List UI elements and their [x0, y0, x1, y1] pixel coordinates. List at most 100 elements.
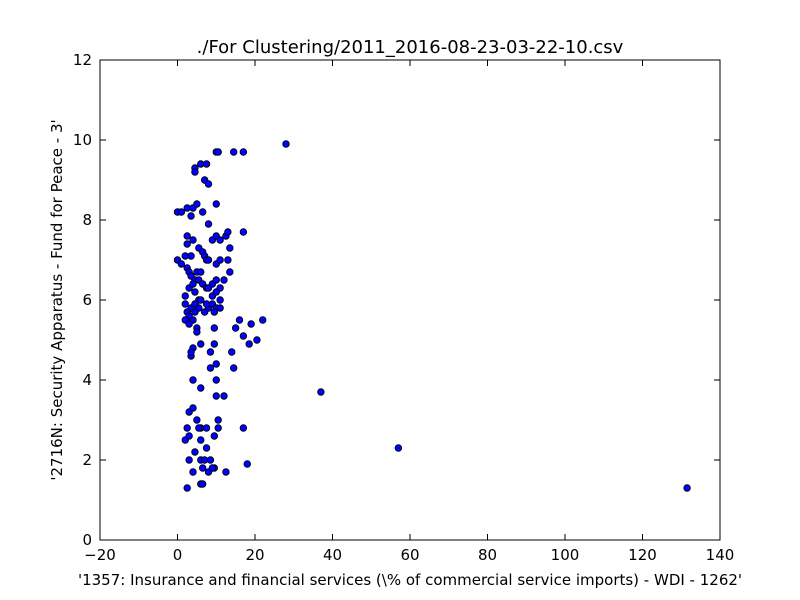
data-point: [210, 324, 219, 332]
data-point: [220, 276, 228, 284]
chart-title: ./For Clustering/2011_2016-08-23-03-22-1…: [197, 37, 624, 58]
data-point: [183, 232, 191, 240]
data-point: [212, 200, 220, 208]
data-point: [212, 288, 220, 296]
data-point: [197, 384, 205, 392]
data-point: [198, 208, 207, 216]
data-point: [198, 464, 207, 472]
data-point: [216, 256, 224, 264]
data-point: [202, 160, 211, 168]
data-point: [239, 228, 248, 236]
data-point: [183, 240, 191, 248]
data-point: [224, 228, 232, 236]
data-point: [683, 484, 691, 492]
data-point: [394, 444, 403, 452]
y-axis-label: '2716N: Security Apparatus - Fund for Pe…: [48, 119, 66, 480]
data-point: [202, 444, 211, 452]
data-point: [226, 244, 234, 252]
data-point: [197, 436, 205, 444]
data-point: [191, 308, 199, 316]
data-point: [177, 260, 186, 268]
y-tick-label: 12: [73, 51, 92, 69]
data-point: [204, 256, 213, 264]
data-point: [185, 432, 193, 440]
x-tick-label: 40: [323, 546, 342, 564]
data-point: [259, 316, 267, 324]
data-point: [198, 480, 207, 488]
data-point: [243, 460, 251, 468]
data-point: [193, 416, 201, 424]
data-point: [222, 468, 230, 476]
data-point: [202, 300, 211, 308]
data-point: [253, 336, 261, 344]
data-point: [202, 424, 211, 432]
data-point: [224, 256, 232, 264]
x-tick-label: 60: [400, 546, 419, 564]
data-point: [181, 300, 189, 308]
data-point: [216, 296, 224, 304]
data-point: [206, 456, 215, 464]
y-tick-label: 10: [73, 131, 92, 149]
data-point: [239, 148, 248, 156]
x-tick-label: 100: [551, 546, 580, 564]
data-point: [245, 340, 253, 348]
data-point: [191, 288, 199, 296]
data-point: [197, 340, 205, 348]
data-point: [220, 392, 228, 400]
data-point: [206, 348, 215, 356]
data-point: [229, 148, 238, 156]
data-point: [185, 320, 193, 328]
data-point: [187, 348, 195, 356]
data-point: [214, 148, 222, 156]
x-tick-label: 0: [173, 546, 183, 564]
data-point: [210, 340, 219, 348]
data-point: [216, 236, 224, 244]
data-point: [212, 276, 220, 284]
x-tick-label: 20: [245, 546, 264, 564]
data-point: [185, 456, 193, 464]
data-point: [228, 348, 236, 356]
data-point: [187, 252, 195, 260]
data-point: [204, 284, 213, 292]
data-point: [229, 364, 238, 372]
data-point: [189, 376, 197, 384]
y-tick-label: 6: [82, 291, 92, 309]
data-point: [195, 424, 203, 432]
data-point: [193, 200, 201, 208]
data-point: [191, 448, 199, 456]
x-tick-label: 120: [628, 546, 657, 564]
data-point: [189, 404, 197, 412]
data-point: [216, 304, 224, 312]
data-point: [247, 320, 255, 328]
y-tick-label: 4: [82, 371, 92, 389]
data-point: [204, 220, 213, 228]
x-axis-ticks: −20 0 20 40 60 80 100 120 140: [84, 60, 734, 564]
y-tick-label: 8: [82, 211, 92, 229]
x-tick-label: 80: [478, 546, 497, 564]
x-tick-label: 140: [706, 546, 735, 564]
data-point: [187, 212, 195, 220]
data-point: [214, 416, 222, 424]
data-point: [208, 464, 217, 472]
data-point: [183, 424, 191, 432]
data-point: [191, 168, 199, 176]
data-point: [189, 280, 197, 288]
data-point: [282, 140, 290, 148]
data-point: [212, 392, 220, 400]
y-axis-ticks: 0 2 4 6 8 10 12: [73, 51, 720, 549]
data-point: [204, 180, 213, 188]
data-point: [239, 424, 248, 432]
data-point: [189, 468, 197, 476]
data-point: [210, 432, 219, 440]
data-point: [193, 328, 201, 336]
data-point: [239, 332, 248, 340]
data-point: [181, 292, 189, 300]
data-point: [317, 388, 325, 396]
data-point: [177, 208, 186, 216]
data-point: [197, 268, 205, 276]
data-point: [189, 236, 197, 244]
data-point: [235, 316, 244, 324]
y-tick-label: 0: [82, 531, 92, 549]
data-point: [231, 324, 240, 332]
